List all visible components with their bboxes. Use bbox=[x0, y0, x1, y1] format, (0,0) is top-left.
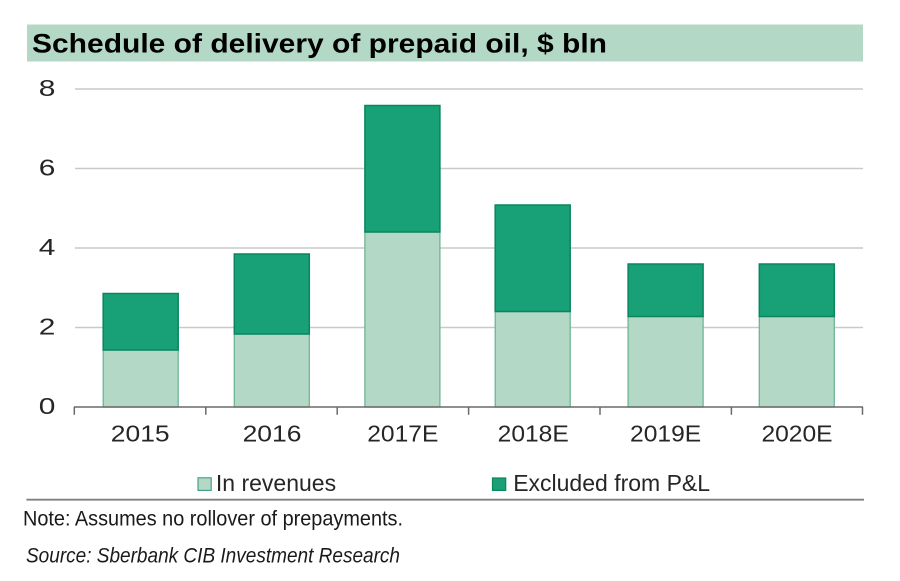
svg-text:2020E: 2020E bbox=[761, 421, 832, 447]
svg-text:2: 2 bbox=[39, 314, 56, 340]
svg-text:6: 6 bbox=[39, 155, 56, 181]
svg-text:4: 4 bbox=[39, 234, 56, 260]
svg-text:2015: 2015 bbox=[111, 422, 170, 447]
svg-text:8: 8 bbox=[39, 75, 56, 101]
svg-text:In revenues: In revenues bbox=[216, 470, 336, 496]
svg-text:0: 0 bbox=[39, 393, 56, 419]
svg-text:2016: 2016 bbox=[243, 422, 302, 447]
svg-text:Note: Assumes no rollover of p: Note: Assumes no rollover of prepayments… bbox=[23, 508, 403, 531]
svg-text:Excluded from P&L: Excluded from P&L bbox=[513, 470, 710, 496]
svg-text:2017E: 2017E bbox=[367, 421, 438, 447]
svg-text:2019E: 2019E bbox=[630, 421, 701, 447]
svg-text:Schedule of delivery of prepai: Schedule of delivery of prepaid oil, $ b… bbox=[32, 29, 607, 59]
svg-text:2018E: 2018E bbox=[498, 421, 569, 447]
svg-text:Source: Sberbank CIB Investmen: Source: Sberbank CIB Investment Research bbox=[26, 544, 400, 567]
